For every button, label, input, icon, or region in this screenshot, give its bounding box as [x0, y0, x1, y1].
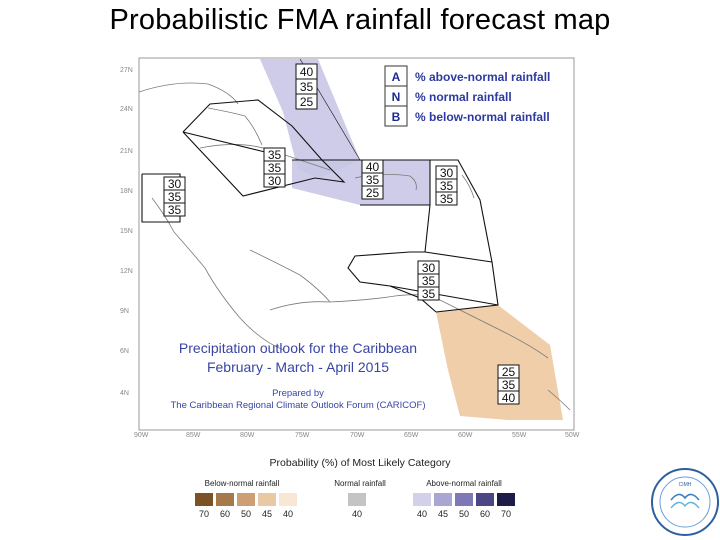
above-normal-value: 30 — [168, 177, 182, 191]
lat-label: 12N — [120, 268, 133, 275]
below-normal-value: 40 — [502, 391, 516, 405]
key-text-normal: % normal rainfall — [415, 90, 512, 104]
zone-greater-antilles-probabilities: 40 35 25 — [361, 159, 384, 200]
zone-greater-antilles-shading — [292, 160, 430, 205]
probability-key: A N B % above-normal rainfall % normal r… — [384, 65, 550, 127]
above-normal-value: 25 — [502, 365, 516, 379]
normal-value: 35 — [268, 161, 282, 175]
lon-label: 80W — [240, 432, 255, 439]
key-letter-normal: N — [392, 90, 401, 104]
legend-value: 70 — [199, 509, 209, 519]
normal-value: 35 — [440, 179, 454, 193]
above-normal-value: 40 — [300, 65, 314, 79]
lon-label: 60W — [458, 432, 473, 439]
legend-value: 60 — [220, 509, 230, 519]
lat-label: 6N — [120, 348, 129, 355]
outlook-title: Precipitation outlook for the Caribbean — [179, 340, 417, 356]
lat-label: 15N — [120, 228, 133, 235]
key-letter-below: B — [392, 110, 401, 124]
lat-label: 18N — [120, 188, 133, 195]
key-text-below: % below-normal rainfall — [415, 110, 550, 124]
lon-label: 70W — [350, 432, 365, 439]
prepared-by-organization: The Caribbean Regional Climate Outlook F… — [170, 400, 425, 411]
zone-borders — [141, 58, 499, 313]
slide-title: Probabilistic FMA rainfall forecast map — [109, 4, 611, 36]
legend-value: 40 — [352, 509, 362, 519]
legend-normal-label: Normal rainfall — [334, 479, 386, 488]
legend-value: 45 — [262, 509, 272, 519]
legend-swatch — [279, 493, 297, 506]
normal-value: 35 — [300, 80, 314, 94]
key-text-above: % above-normal rainfall — [415, 70, 550, 84]
legend-swatch — [455, 493, 473, 506]
lon-label: 75W — [295, 432, 310, 439]
above-normal-value: 35 — [268, 148, 282, 162]
below-normal-value: 25 — [300, 95, 314, 109]
lat-label: 4N — [120, 390, 129, 397]
zone-bahamas-probabilities: 40 35 25 — [295, 63, 318, 110]
legend-swatch — [497, 493, 515, 506]
normal-value: 35 — [422, 274, 436, 288]
prepared-by: Prepared by — [272, 388, 324, 399]
lat-label: 27N — [120, 67, 133, 74]
legend-value: 40 — [417, 509, 427, 519]
below-normal-value: 35 — [440, 192, 454, 206]
legend-below-label: Below-normal rainfall — [205, 479, 280, 488]
legend-swatch — [434, 493, 452, 506]
legend-above-label: Above-normal rainfall — [426, 479, 502, 488]
longitude-labels: 90W 85W 80W 75W 70W 65W 60W 55W 50W — [134, 432, 580, 439]
zone-bahamas-shading — [260, 59, 360, 178]
zone-lesser-antilles-probabilities: 30 35 35 — [435, 165, 458, 206]
zone-guianas-probabilities: 25 35 40 — [497, 364, 520, 405]
above-normal-value: 40 — [366, 160, 380, 174]
legend-above-swatches: 40 45 50 60 70 — [413, 493, 515, 519]
legend-swatch — [476, 493, 494, 506]
legend-swatch — [216, 493, 234, 506]
lon-label: 85W — [186, 432, 201, 439]
below-normal-value: 35 — [168, 203, 182, 217]
legend-swatch — [413, 493, 431, 506]
logo-abbr: CIMH — [679, 482, 692, 488]
legend-below-swatches: 70 60 50 45 40 — [195, 493, 297, 519]
legend-swatch — [258, 493, 276, 506]
zone-cuba-probabilities: 35 35 30 — [263, 147, 286, 188]
normal-value: 35 — [366, 173, 380, 187]
legend-value: 70 — [501, 509, 511, 519]
legend-value: 60 — [480, 509, 490, 519]
latitude-labels: 27N 24N 21N 18N 15N 12N 9N 6N 4N — [120, 67, 133, 397]
zone-guianas-shading — [436, 305, 563, 420]
zone-central-america-probabilities: 30 35 35 — [163, 176, 186, 217]
cimh-logo: CIMH — [651, 468, 719, 536]
legend-swatch — [195, 493, 213, 506]
above-normal-value: 30 — [440, 166, 454, 180]
legend-value: 50 — [241, 509, 251, 519]
lon-label: 90W — [134, 432, 149, 439]
legend-value: 40 — [283, 509, 293, 519]
lat-label: 21N — [120, 148, 133, 155]
legend-value: 45 — [438, 509, 448, 519]
above-normal-value: 30 — [422, 261, 436, 275]
lat-label: 9N — [120, 308, 129, 315]
lon-label: 65W — [404, 432, 419, 439]
below-normal-value: 25 — [366, 186, 380, 200]
normal-value: 35 — [168, 190, 182, 204]
lat-label: 24N — [120, 106, 133, 113]
legend-normal-swatches: 40 — [348, 493, 366, 519]
outlook-period: February - March - April 2015 — [207, 359, 389, 375]
key-letter-above: A — [392, 70, 401, 84]
zone-southern-caribbean-probabilities: 30 35 35 — [417, 260, 440, 301]
lon-label: 55W — [512, 432, 527, 439]
below-normal-value: 30 — [268, 174, 282, 188]
below-normal-value: 35 — [422, 287, 436, 301]
lon-label: 50W — [565, 432, 580, 439]
legend-value: 50 — [459, 509, 469, 519]
legend-swatch — [348, 493, 366, 506]
legend-swatch — [237, 493, 255, 506]
legend-title: Probability (%) of Most Likely Category — [270, 457, 452, 469]
normal-value: 35 — [502, 378, 516, 392]
